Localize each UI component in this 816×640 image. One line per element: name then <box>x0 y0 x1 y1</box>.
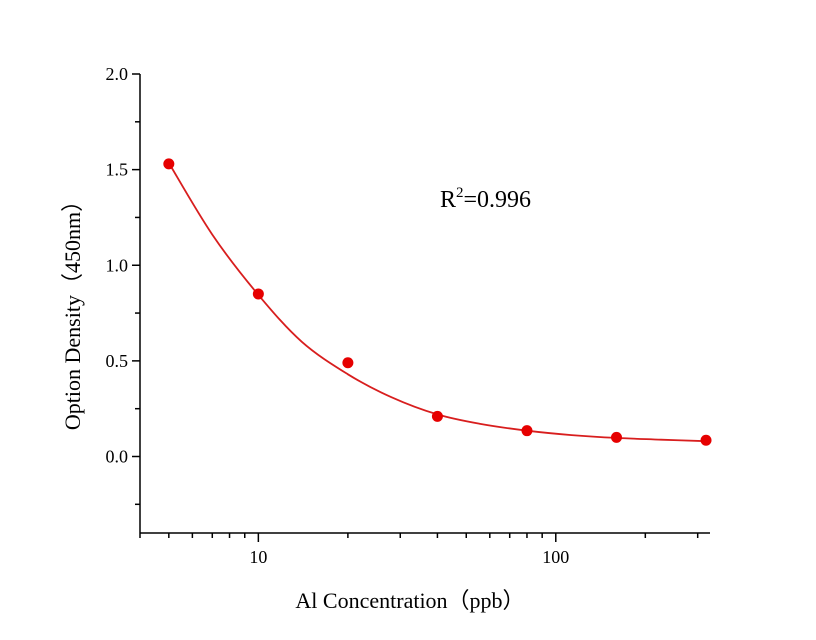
data-point <box>700 434 712 446</box>
fit-curve <box>168 162 707 443</box>
data-point <box>610 431 622 443</box>
x-tick-label: 10 <box>249 547 267 567</box>
data-point <box>252 288 264 300</box>
y-tick-label: 0.0 <box>106 447 129 467</box>
y-tick-label: 1.5 <box>106 160 129 180</box>
fit-curve-layer <box>168 162 707 443</box>
y-axis-ticks: 0.0 0.5 1.0 1.5 2.0 <box>106 64 140 506</box>
data-point <box>521 425 533 437</box>
x-axis-title: Al Concentration（ppb） <box>295 588 524 613</box>
x-axis-ticks: 10 100 <box>139 533 699 567</box>
y-tick-label: 2.0 <box>106 64 129 84</box>
data-point <box>431 410 443 422</box>
y-tick-label: 1.0 <box>106 255 129 275</box>
x-tick-label: 100 <box>542 547 569 567</box>
r-squared-annotation: R2=0.996 <box>440 185 531 213</box>
data-point <box>342 357 354 369</box>
data-point <box>163 158 175 170</box>
y-tick-label: 0.5 <box>106 351 129 371</box>
y-axis-title: Option Density（450nm） <box>60 190 85 430</box>
axes <box>139 74 710 534</box>
data-points-layer <box>163 158 712 446</box>
